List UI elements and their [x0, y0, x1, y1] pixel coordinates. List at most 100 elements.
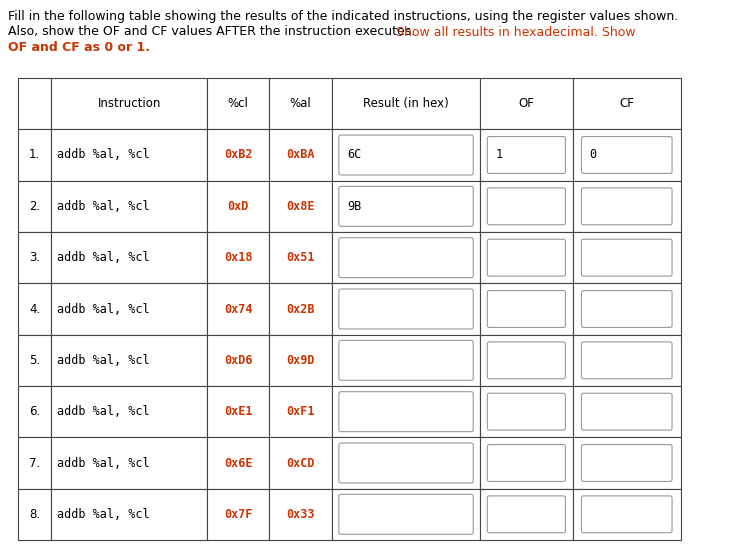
Bar — [332, 129, 480, 181]
Text: Instruction: Instruction — [98, 97, 161, 110]
Bar — [270, 78, 332, 129]
Bar — [51, 181, 206, 232]
FancyBboxPatch shape — [487, 393, 565, 430]
Bar — [573, 437, 681, 489]
Bar — [51, 386, 206, 437]
Text: OF and CF as 0 or 1.: OF and CF as 0 or 1. — [8, 41, 150, 54]
Text: 0xB2: 0xB2 — [224, 149, 253, 162]
Bar — [206, 489, 270, 540]
Bar — [573, 335, 681, 386]
FancyBboxPatch shape — [339, 494, 473, 534]
Text: 0xCD: 0xCD — [286, 456, 315, 470]
FancyBboxPatch shape — [487, 239, 565, 276]
Bar — [51, 232, 206, 283]
Bar — [270, 335, 332, 386]
Bar — [480, 489, 573, 540]
FancyBboxPatch shape — [487, 444, 565, 482]
Text: addb %al, %cl: addb %al, %cl — [57, 302, 150, 316]
Text: Show all results in hexadecimal. Show: Show all results in hexadecimal. Show — [396, 26, 635, 38]
Text: addb %al, %cl: addb %al, %cl — [57, 456, 150, 470]
FancyBboxPatch shape — [581, 188, 672, 225]
Text: 0xD: 0xD — [227, 200, 249, 213]
Text: 7.: 7. — [29, 456, 40, 470]
Bar — [18, 129, 51, 181]
Text: 6C: 6C — [347, 149, 361, 162]
Text: 0xBA: 0xBA — [286, 149, 315, 162]
Text: 1: 1 — [495, 149, 502, 162]
Bar — [18, 232, 51, 283]
Bar — [18, 489, 51, 540]
Text: 0x6E: 0x6E — [224, 456, 253, 470]
Bar — [51, 283, 206, 335]
Text: 0x74: 0x74 — [224, 302, 253, 316]
Text: 0: 0 — [589, 149, 597, 162]
FancyBboxPatch shape — [339, 289, 473, 329]
Text: Result (in hex): Result (in hex) — [363, 97, 449, 110]
Text: 9B: 9B — [347, 200, 361, 213]
Bar — [332, 78, 480, 129]
Text: addb %al, %cl: addb %al, %cl — [57, 405, 150, 418]
Text: Also, show the OF and CF values AFTER the instruction executes.: Also, show the OF and CF values AFTER th… — [8, 26, 419, 38]
Text: %al: %al — [290, 97, 311, 110]
Bar — [480, 437, 573, 489]
Text: 3.: 3. — [29, 251, 40, 264]
Text: 4.: 4. — [29, 302, 40, 316]
Bar — [51, 335, 206, 386]
Bar — [270, 232, 332, 283]
Bar — [480, 129, 573, 181]
Bar — [332, 232, 480, 283]
Bar — [332, 437, 480, 489]
Bar — [573, 283, 681, 335]
Text: 5.: 5. — [29, 354, 40, 367]
Text: CF: CF — [619, 97, 634, 110]
Bar — [206, 232, 270, 283]
Text: addb %al, %cl: addb %al, %cl — [57, 508, 150, 521]
FancyBboxPatch shape — [339, 443, 473, 483]
Bar — [206, 335, 270, 386]
Text: addb %al, %cl: addb %al, %cl — [57, 251, 150, 264]
FancyBboxPatch shape — [581, 136, 672, 173]
Bar — [18, 78, 51, 129]
Bar — [51, 129, 206, 181]
Text: 0x9D: 0x9D — [286, 354, 315, 367]
Text: 1.: 1. — [29, 149, 40, 162]
Bar — [332, 335, 480, 386]
Text: 0x33: 0x33 — [286, 508, 315, 521]
Bar — [18, 181, 51, 232]
Bar — [573, 181, 681, 232]
Bar — [206, 78, 270, 129]
Bar — [480, 335, 573, 386]
Bar — [270, 489, 332, 540]
Text: 0x51: 0x51 — [286, 251, 315, 264]
FancyBboxPatch shape — [339, 186, 473, 226]
Text: addb %al, %cl: addb %al, %cl — [57, 354, 150, 367]
Text: 0x8E: 0x8E — [286, 200, 315, 213]
Bar — [573, 232, 681, 283]
Bar — [18, 386, 51, 437]
Text: addb %al, %cl: addb %al, %cl — [57, 149, 150, 162]
Bar — [206, 181, 270, 232]
FancyBboxPatch shape — [339, 392, 473, 432]
Bar — [270, 129, 332, 181]
Bar — [480, 78, 573, 129]
FancyBboxPatch shape — [581, 496, 672, 533]
Text: 0x2B: 0x2B — [286, 302, 315, 316]
Text: addb %al, %cl: addb %al, %cl — [57, 200, 150, 213]
Text: %cl: %cl — [227, 97, 248, 110]
Bar — [18, 283, 51, 335]
Text: 8.: 8. — [29, 508, 40, 521]
Bar — [573, 78, 681, 129]
Bar — [18, 437, 51, 489]
FancyBboxPatch shape — [339, 135, 473, 175]
FancyBboxPatch shape — [487, 342, 565, 379]
Bar — [270, 437, 332, 489]
Bar — [206, 437, 270, 489]
Text: 0xE1: 0xE1 — [224, 405, 253, 418]
Bar — [270, 283, 332, 335]
Bar — [51, 437, 206, 489]
Bar — [332, 386, 480, 437]
FancyBboxPatch shape — [339, 238, 473, 278]
Bar — [573, 489, 681, 540]
Text: 0xD6: 0xD6 — [224, 354, 253, 367]
Bar — [206, 129, 270, 181]
